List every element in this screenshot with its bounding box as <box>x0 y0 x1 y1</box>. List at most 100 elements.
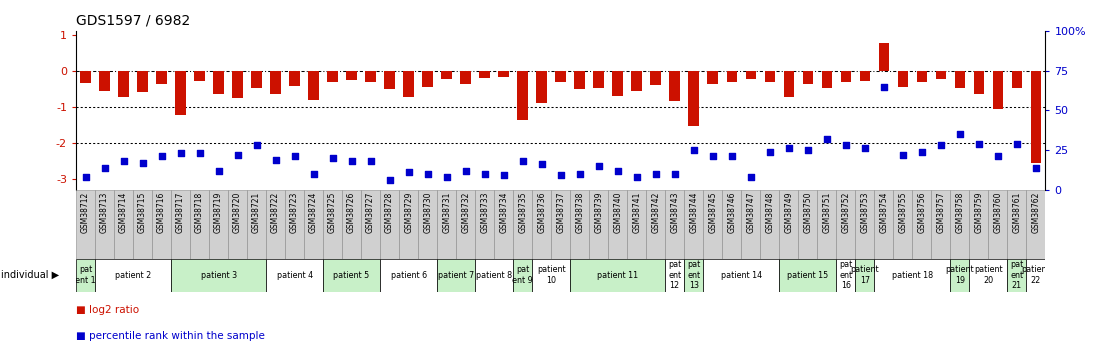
Bar <box>684 259 703 292</box>
Text: patient 11: patient 11 <box>597 270 638 280</box>
Bar <box>480 71 490 78</box>
Bar <box>950 190 969 259</box>
Bar <box>670 71 680 101</box>
Bar <box>532 190 551 259</box>
Point <box>799 147 817 153</box>
Text: pat
ent
12: pat ent 12 <box>669 260 681 290</box>
Bar <box>665 190 684 259</box>
Point <box>723 154 741 159</box>
Bar <box>874 190 893 259</box>
Text: GSM38715: GSM38715 <box>138 192 148 233</box>
Bar <box>874 259 950 292</box>
Text: GSM38737: GSM38737 <box>556 192 566 233</box>
Point <box>571 171 589 177</box>
Bar <box>171 259 266 292</box>
Bar <box>988 190 1007 259</box>
Point <box>76 174 94 180</box>
Bar <box>532 259 570 292</box>
Text: patient 7: patient 7 <box>438 270 474 280</box>
Text: patient
22: patient 22 <box>1022 265 1050 285</box>
Text: patient 8: patient 8 <box>476 270 512 280</box>
Point <box>875 84 893 89</box>
Bar <box>95 190 114 259</box>
Point <box>628 174 646 180</box>
Bar <box>974 71 984 94</box>
Bar <box>456 190 475 259</box>
Text: GSM38730: GSM38730 <box>423 192 433 233</box>
Bar <box>366 71 376 81</box>
Bar <box>404 71 414 97</box>
Bar <box>627 190 646 259</box>
Text: GSM38721: GSM38721 <box>252 192 262 233</box>
Text: GSM38761: GSM38761 <box>1012 192 1022 233</box>
Bar <box>475 259 513 292</box>
Text: GSM38717: GSM38717 <box>176 192 186 233</box>
Point <box>1008 141 1026 147</box>
Text: patient 18: patient 18 <box>892 270 932 280</box>
Bar <box>513 190 532 259</box>
Bar <box>575 71 585 89</box>
Text: GSM38726: GSM38726 <box>347 192 357 233</box>
Text: GSM38751: GSM38751 <box>822 192 832 233</box>
Point <box>780 146 798 151</box>
Bar <box>855 190 874 259</box>
Bar <box>285 190 304 259</box>
Bar <box>841 71 851 82</box>
Text: GSM38727: GSM38727 <box>366 192 376 233</box>
Text: patient 14: patient 14 <box>721 270 761 280</box>
Bar <box>551 190 570 259</box>
Text: GSM38740: GSM38740 <box>613 192 623 233</box>
Bar <box>689 71 699 126</box>
Text: GSM38755: GSM38755 <box>898 192 908 233</box>
Text: ■ percentile rank within the sample: ■ percentile rank within the sample <box>76 331 265 341</box>
Text: patient 15: patient 15 <box>787 270 828 280</box>
Bar <box>556 71 566 81</box>
Bar <box>779 259 836 292</box>
Bar <box>342 190 361 259</box>
Text: GSM38738: GSM38738 <box>575 192 585 233</box>
Point <box>761 149 779 155</box>
Bar <box>361 190 380 259</box>
Text: pat
ent
13: pat ent 13 <box>688 260 700 290</box>
Text: GSM38744: GSM38744 <box>689 192 699 233</box>
Bar <box>589 190 608 259</box>
Text: GSM38752: GSM38752 <box>841 192 851 233</box>
Bar <box>380 259 437 292</box>
Point <box>495 173 513 178</box>
Bar <box>233 71 243 98</box>
Bar <box>214 71 224 94</box>
Text: patient 4: patient 4 <box>276 270 313 280</box>
Text: GDS1597 / 6982: GDS1597 / 6982 <box>76 14 190 28</box>
Point <box>343 158 361 164</box>
Point <box>932 142 950 148</box>
Bar <box>741 190 760 259</box>
Point <box>647 171 665 177</box>
Bar <box>380 190 399 259</box>
Bar <box>898 71 908 87</box>
Text: GSM38741: GSM38741 <box>632 192 642 233</box>
Bar <box>608 190 627 259</box>
Point <box>229 152 247 158</box>
Bar <box>133 190 152 259</box>
Bar <box>950 259 969 292</box>
Text: patient 2: patient 2 <box>115 270 151 280</box>
Text: GSM38749: GSM38749 <box>784 192 794 233</box>
Point <box>552 173 570 178</box>
Bar <box>347 71 357 80</box>
Bar <box>798 190 817 259</box>
Bar <box>228 190 247 259</box>
Bar <box>266 259 323 292</box>
Text: patient
20: patient 20 <box>974 265 1003 285</box>
Text: GSM38733: GSM38733 <box>480 192 490 233</box>
Bar <box>803 71 813 85</box>
Bar <box>499 71 509 77</box>
Bar <box>893 190 912 259</box>
Bar <box>684 190 703 259</box>
Bar <box>912 190 931 259</box>
Bar <box>665 259 684 292</box>
Bar <box>418 190 437 259</box>
Text: pat
ent
21: pat ent 21 <box>1011 260 1023 290</box>
Bar <box>727 71 737 81</box>
Point <box>286 154 304 159</box>
Text: GSM38747: GSM38747 <box>746 192 756 233</box>
